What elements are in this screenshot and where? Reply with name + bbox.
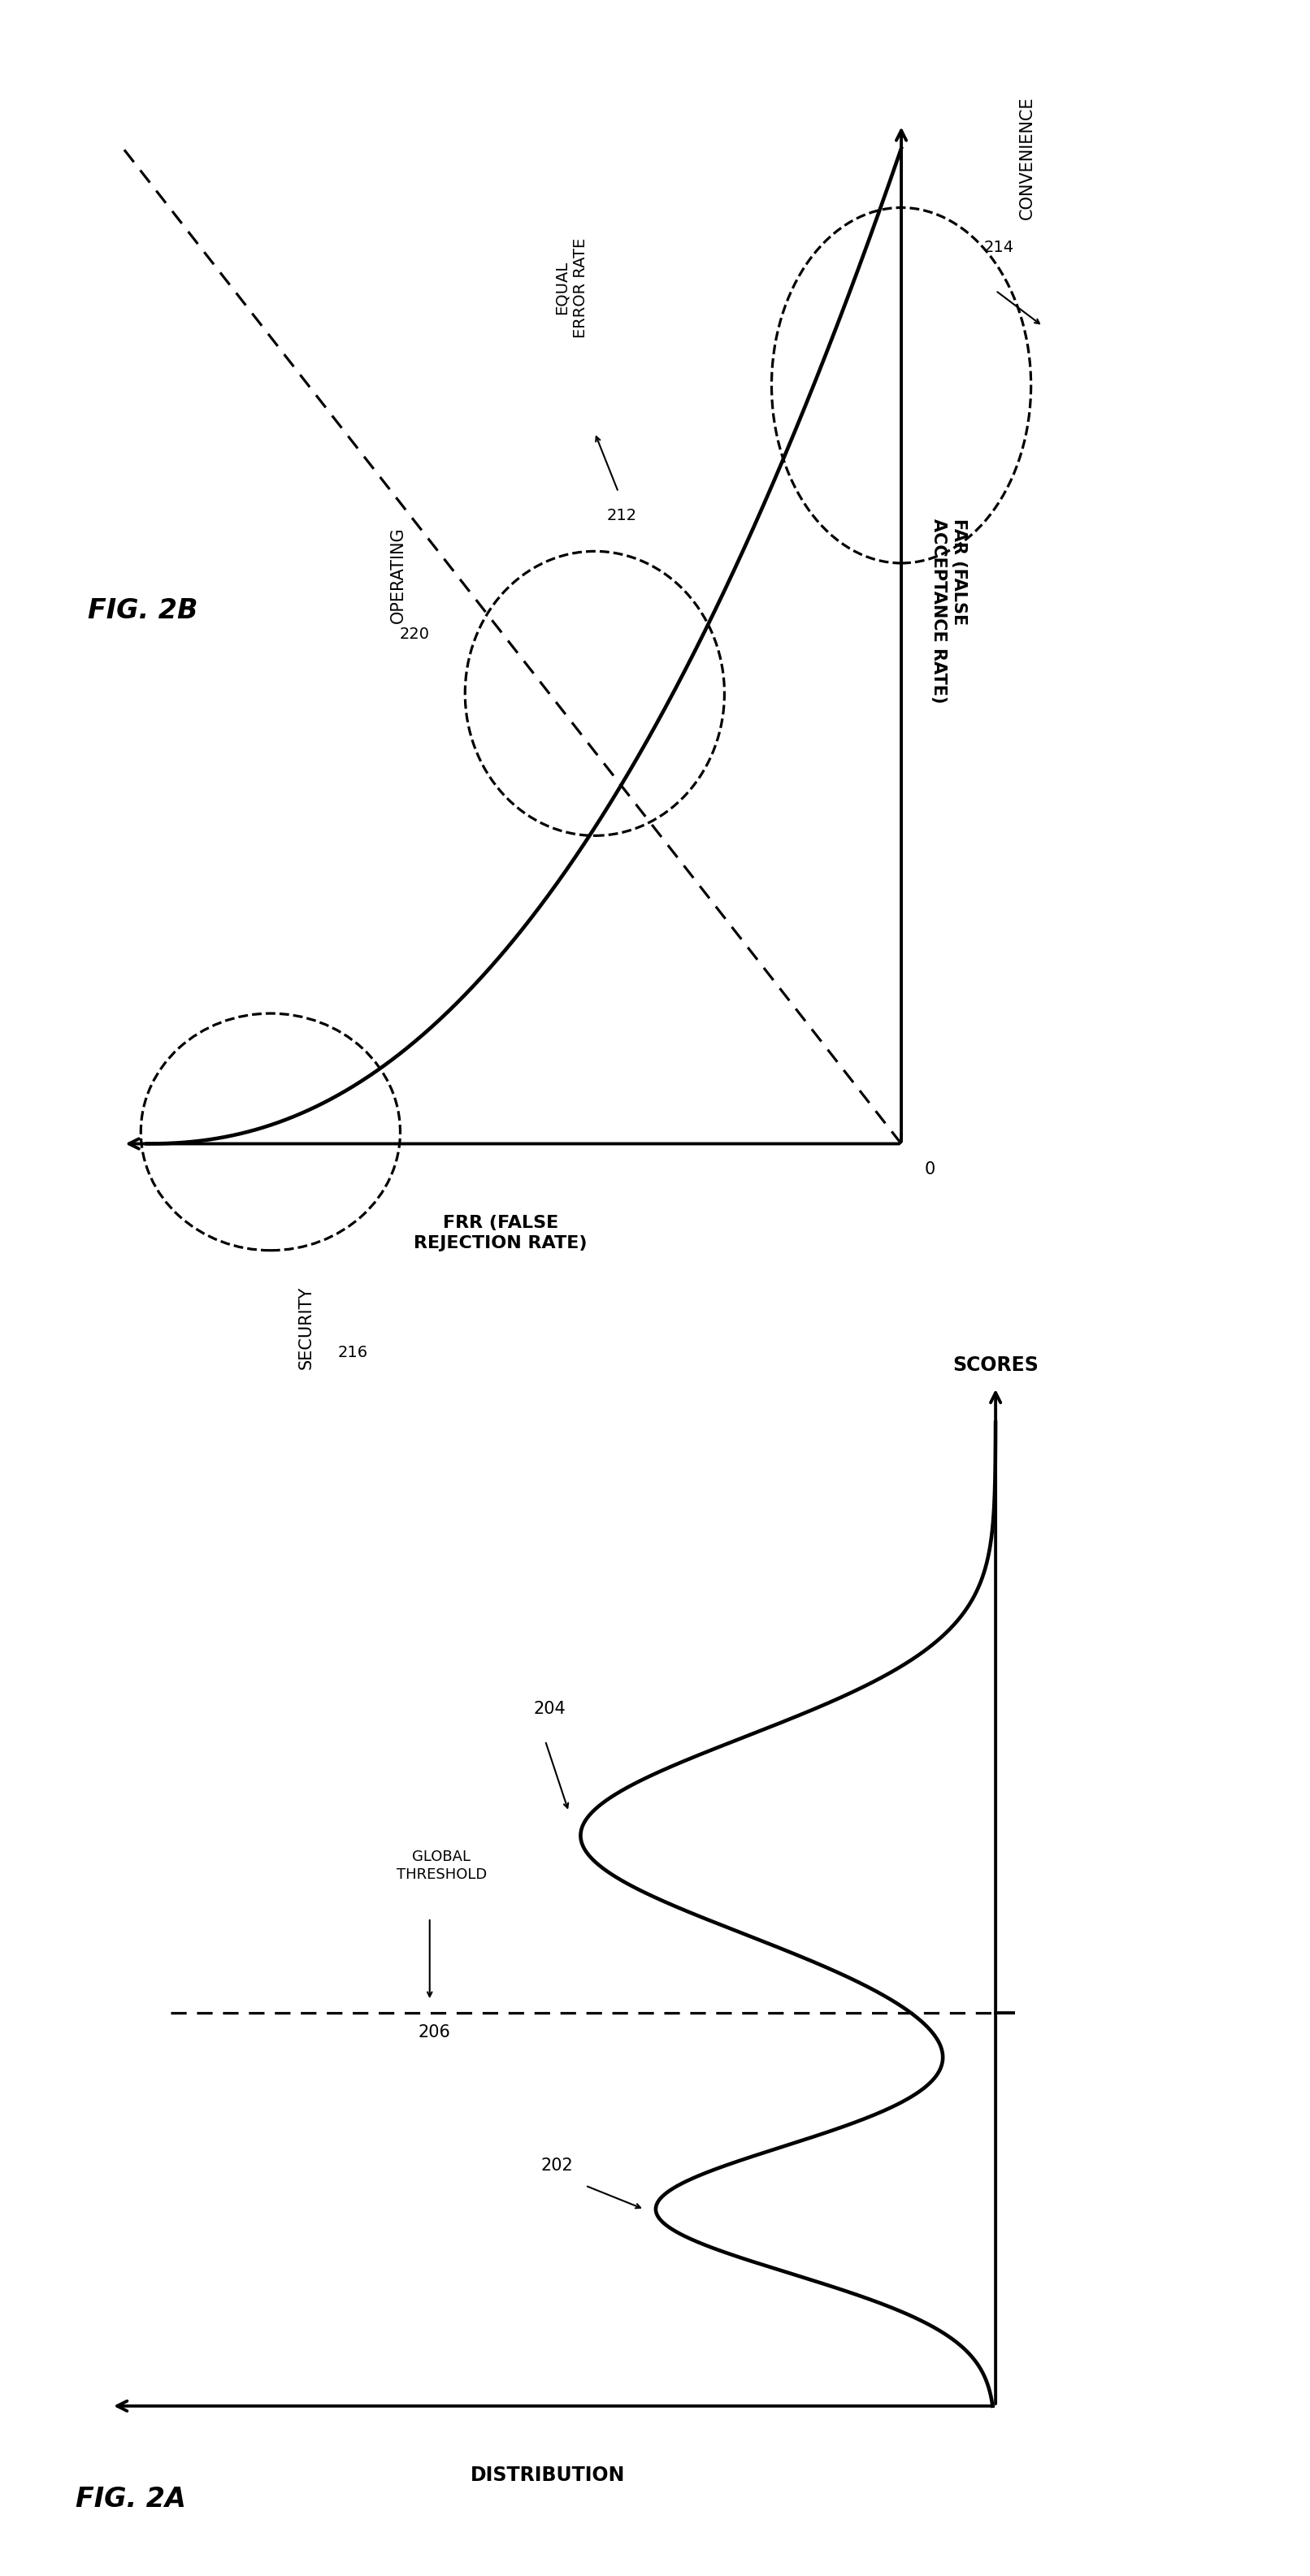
Text: 0: 0 (925, 1162, 935, 1177)
Text: GLOBAL
THRESHOLD: GLOBAL THRESHOLD (396, 1850, 487, 1883)
Text: 204: 204 (533, 1700, 566, 1718)
Text: DISTRIBUTION: DISTRIBUTION (470, 2465, 625, 2486)
Text: CONVENIENCE: CONVENIENCE (1019, 95, 1035, 219)
Text: 206: 206 (418, 2025, 451, 2040)
Text: 220: 220 (400, 626, 430, 641)
Text: FIG. 2B: FIG. 2B (88, 598, 198, 623)
Text: OPERATING: OPERATING (390, 526, 406, 623)
Text: FRR (FALSE
REJECTION RATE): FRR (FALSE REJECTION RATE) (414, 1216, 587, 1252)
Text: 212: 212 (607, 507, 637, 523)
Text: FIG. 2A: FIG. 2A (76, 2486, 186, 2512)
Text: 202: 202 (541, 2159, 574, 2174)
Text: EQUAL
ERROR RATE: EQUAL ERROR RATE (554, 237, 588, 337)
Text: SECURITY: SECURITY (297, 1285, 314, 1368)
Text: SCORES: SCORES (952, 1355, 1039, 1376)
Text: FAR (FALSE
ACCEPTANCE RATE): FAR (FALSE ACCEPTANCE RATE) (931, 518, 967, 703)
Text: 214: 214 (984, 240, 1014, 255)
Text: 216: 216 (338, 1345, 368, 1360)
